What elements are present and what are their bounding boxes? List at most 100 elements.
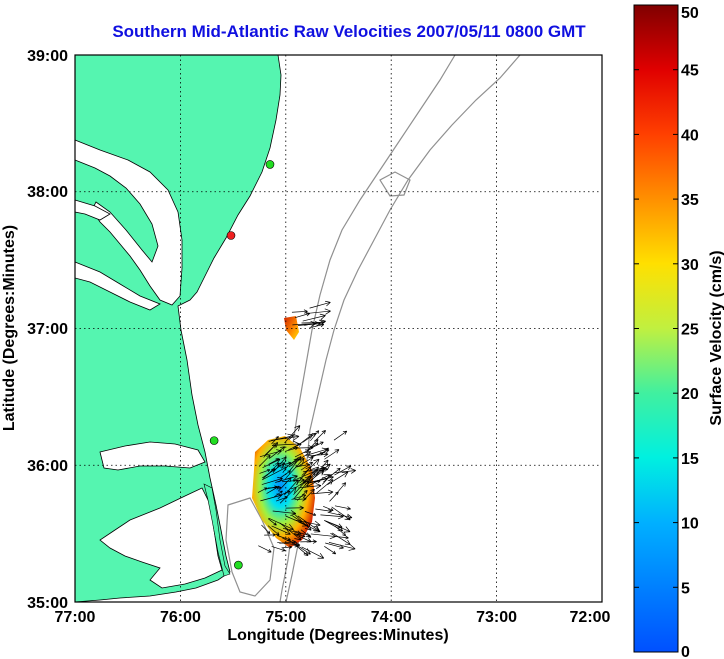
velocity-vector (262, 458, 281, 469)
colorbar-tick-label: 25 (681, 322, 699, 339)
velocity-vector (260, 493, 283, 502)
velocity-vector (323, 506, 334, 512)
velocity-vector (263, 442, 279, 458)
colorbar-tick-label: 20 (681, 386, 699, 403)
colorbar-tick-label: 40 (681, 127, 699, 144)
y-tick-label: 35:00 (27, 595, 68, 612)
x-tick-label: 75:00 (265, 609, 306, 626)
velocity-vector (279, 486, 297, 504)
velocity-vector (334, 505, 351, 511)
colorbar: 0 5 10 15 20 25 30 35 40 45 50 Surface Velocity (c… (633, 4, 724, 659)
velocity-vector (264, 533, 276, 537)
x-tick-label: 73:00 (476, 609, 517, 626)
velocity-vector (324, 449, 340, 460)
velocity-vector (305, 308, 331, 315)
x-tick-label: 72:00 (570, 609, 611, 626)
grid-lines (75, 55, 602, 602)
velocity-vector (285, 505, 304, 511)
velocity-vector (333, 430, 348, 441)
bathymetry-contour (225, 497, 275, 597)
velocity-vector (283, 479, 299, 496)
velocity-vector (282, 527, 302, 536)
velocity-vector (327, 471, 349, 486)
velocity-vector (275, 474, 298, 483)
station-marker (265, 160, 275, 169)
colorbar-tick-label: 15 (681, 451, 699, 468)
y-axis: 35:00 36:00 37:00 38:00 39:00 Latitude (… (1, 48, 68, 612)
station-marker (226, 231, 236, 240)
colorbar-tick-label: 0 (681, 644, 690, 659)
velocity-vector (266, 485, 278, 490)
velocity-vector (329, 491, 339, 502)
velocity-vector (302, 465, 327, 473)
velocity-vector (306, 471, 316, 482)
colorbar-label: Surface Velocity (cm/s) (708, 250, 724, 425)
y-axis-label: Latitude (Degrees:Minutes) (1, 225, 18, 431)
velocity-vector (333, 468, 356, 474)
velocity-vector (267, 518, 277, 526)
colorbar-tick-label: 10 (681, 516, 699, 533)
velocity-vector (309, 300, 331, 309)
velocity-vector (271, 546, 286, 552)
velocity-vector (314, 430, 326, 442)
velocity-vector (272, 456, 287, 474)
velocity-vector (261, 466, 288, 481)
velocity-vector (304, 511, 317, 517)
colorbar-tick-label: 5 (681, 580, 690, 597)
velocity-vector (331, 532, 351, 545)
y-tick-label: 37:00 (27, 321, 68, 338)
velocity-vector (258, 454, 271, 467)
velocity-vector (288, 539, 311, 555)
velocity-vector (286, 458, 298, 468)
velocity-vector (268, 433, 294, 442)
x-axis: 77:00 76:00 75:00 74:00 73:00 72:00 Long… (55, 609, 611, 644)
velocity-vector (272, 510, 297, 516)
velocity-vector (278, 477, 292, 492)
velocity-vector (315, 459, 329, 475)
colorbar-tick-label: 30 (681, 257, 699, 274)
velocity-field-north (284, 316, 299, 340)
chesapeake-bay (74, 139, 183, 306)
velocity-vector (281, 545, 293, 549)
chart-title: Southern Mid-Atlantic Raw Velocities 200… (112, 22, 586, 41)
velocity-vector (328, 542, 356, 551)
velocity-vector (324, 546, 337, 555)
velocity-vector (300, 539, 317, 544)
colorbar-scale (633, 4, 679, 653)
y-tick-label: 36:00 (27, 458, 68, 475)
velocity-vector (308, 452, 329, 458)
velocity-vector (293, 532, 306, 538)
velocity-vector (257, 487, 268, 493)
velocity-vector (298, 483, 322, 489)
velocity-vector (310, 532, 336, 540)
velocity-vector (269, 446, 286, 459)
pamlico-sound (99, 487, 223, 589)
station-marker (234, 560, 243, 570)
velocity-vector (310, 489, 334, 496)
colorbar-tick-label: 50 (681, 5, 699, 22)
velocity-vector (325, 542, 344, 550)
y-tick-label: 39:00 (27, 48, 68, 65)
velocity-vector (292, 320, 317, 327)
x-axis-label: Longitude (Degrees:Minutes) (227, 627, 448, 644)
velocity-vector (298, 521, 321, 533)
velocity-vectors (257, 300, 356, 559)
velocity-vector (258, 545, 272, 553)
velocity-vector (277, 541, 301, 548)
map-plot-area (74, 54, 603, 603)
velocity-vector (284, 425, 301, 444)
velocity-vector (282, 477, 305, 484)
velocity-vector (285, 446, 299, 452)
velocity-vector (325, 520, 351, 533)
velocity-vector (271, 525, 291, 535)
velocity-vector (302, 313, 326, 322)
velocity-vector (308, 479, 321, 484)
colorbar-tick-label: 45 (681, 63, 699, 80)
velocity-vector (309, 323, 325, 329)
colorbar-tick-label: 35 (681, 192, 699, 209)
velocity-vector (267, 525, 280, 536)
bathymetry-contour (379, 171, 411, 197)
velocity-vector (295, 462, 310, 468)
velocity-vector (261, 462, 286, 479)
x-tick-label: 76:00 (160, 609, 201, 626)
